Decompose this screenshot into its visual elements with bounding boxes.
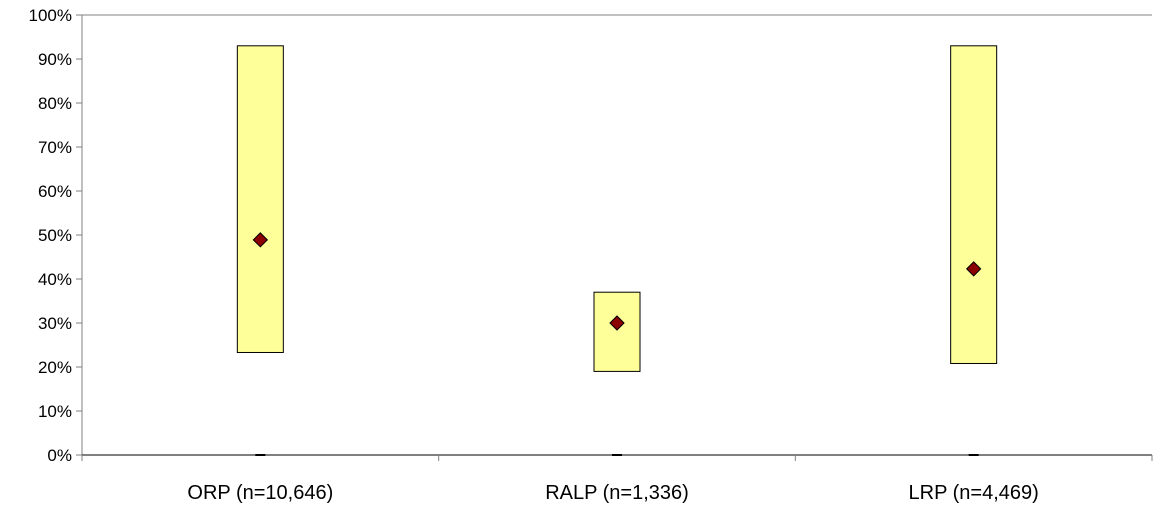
range-boxes [236, 45, 998, 456]
y-tick-label: 80% [38, 94, 72, 113]
y-tick-label: 10% [38, 402, 72, 421]
range-box [950, 45, 998, 364]
x-tick-label: ORP (n=10,646) [187, 482, 333, 504]
x-tick-label: RALP (n=1,336) [545, 482, 689, 504]
y-tick-label: 90% [38, 50, 72, 69]
y-tick-label: 0% [47, 446, 72, 465]
y-tick-label: 40% [38, 270, 72, 289]
y-tick-label: 50% [38, 226, 72, 245]
y-tick-label: 30% [38, 314, 72, 333]
point-marker [965, 261, 982, 277]
y-axis: 0% 10% 20% 30% 40% 50% 60% 70% 80% 90% 100% [29, 6, 1152, 465]
range-box [593, 291, 641, 372]
y-tick-label: 100% [29, 6, 72, 25]
point-marker [609, 315, 625, 331]
x-tick-label: LRP (n=4,469) [909, 482, 1039, 504]
y-tick-label: 60% [38, 182, 72, 201]
y-tick-label: 70% [38, 138, 72, 157]
range-box [236, 45, 284, 353]
y-tick-label: 20% [38, 358, 72, 377]
x-axis: ORP (n=10,646) RALP (n=1,336) LRP (n=4,469… [81, 454, 1153, 504]
point-marker [252, 232, 269, 248]
data-points [252, 232, 982, 331]
